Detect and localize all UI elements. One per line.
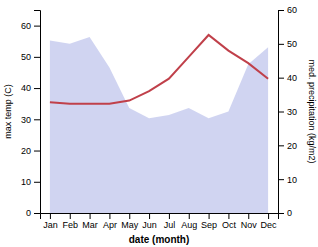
tick: 10 — [21, 177, 40, 187]
tick: 50 — [21, 52, 40, 62]
tick: Jun — [142, 213, 157, 230]
area — [50, 37, 268, 213]
tick-mark — [209, 213, 210, 219]
tick-mark — [34, 213, 40, 214]
axis-line — [34, 11, 41, 214]
tick: 0 — [278, 208, 292, 218]
y-axis-title: max temp (C) — [3, 84, 13, 139]
tick: Dec — [261, 213, 278, 230]
tick: 10 — [278, 175, 297, 185]
tick-label: Sep — [201, 220, 217, 230]
tick: 30 — [278, 107, 297, 117]
tick-mark — [34, 26, 40, 27]
tick-mark — [278, 213, 284, 214]
tick-mark — [278, 78, 284, 79]
tick-mark — [248, 213, 249, 219]
tick-mark — [189, 213, 190, 219]
tick-label: 60 — [287, 5, 297, 15]
tick-label: May — [121, 220, 139, 230]
tick-mark — [50, 213, 51, 219]
tick-mark — [129, 213, 130, 219]
chart: Jan Feb Mar Apr MayJun Jul Aug Sep Oct NovDec 0 10 2… — [0, 0, 318, 247]
tick-label: 0 — [287, 208, 292, 218]
tick-label: 10 — [21, 177, 31, 187]
tick-mark — [278, 10, 284, 11]
tick-mark — [34, 182, 40, 183]
tick-label: Apr — [103, 220, 117, 230]
tick: 20 — [278, 141, 297, 151]
axis-line — [279, 11, 285, 214]
tick: 60 — [21, 21, 40, 31]
tick: 0 — [26, 208, 40, 218]
y-axis: 0 10 20 30 40 50 60 — [21, 11, 41, 219]
tick-label: 0 — [26, 208, 31, 218]
tick-label: Jun — [142, 220, 157, 230]
tick-label: Dec — [261, 220, 278, 230]
tick-mark — [149, 213, 150, 219]
tick-mark — [34, 151, 40, 152]
tick: Sep — [201, 213, 217, 230]
tick-label: 60 — [21, 21, 31, 31]
y2-axis: 0 10 20 30 40 50 60 — [278, 5, 297, 218]
tick: 40 — [278, 73, 297, 83]
tick-mark — [90, 213, 91, 219]
tick-mark — [109, 213, 110, 219]
tick-label: 20 — [287, 141, 297, 151]
tick: Mar — [82, 213, 98, 230]
y2-axis-title: med. precipitation (kg/m2) — [307, 59, 317, 163]
axis-line — [41, 214, 279, 220]
tick-label: Feb — [62, 220, 78, 230]
tick: Feb — [62, 213, 78, 230]
tick-label: 30 — [21, 115, 31, 125]
tick-mark — [169, 213, 170, 219]
tick: Oct — [222, 213, 237, 230]
tick-label: Jan — [43, 220, 58, 230]
tick-label: 50 — [287, 39, 297, 49]
tick: 20 — [21, 146, 40, 156]
tick-mark — [70, 213, 71, 219]
plot: Jan Feb Mar Apr MayJun Jul Aug Sep Oct NovDec 0 10 2… — [3, 5, 317, 245]
tick-mark — [34, 57, 40, 58]
tick-mark — [34, 119, 40, 120]
tick-mark — [278, 44, 284, 45]
tick-label: Mar — [82, 220, 98, 230]
tick-label: 40 — [21, 83, 31, 93]
tick-label: 20 — [21, 146, 31, 156]
tick-mark — [278, 179, 284, 180]
tick-label: 50 — [21, 52, 31, 62]
tick: 30 — [21, 115, 40, 125]
tick-label: 40 — [287, 73, 297, 83]
tick-mark — [278, 145, 284, 146]
x-axis: Jan Feb Mar Apr MayJun Jul Aug Sep Oct NovDec — [41, 213, 279, 230]
tick: 60 — [278, 5, 297, 15]
tick: Nov — [241, 213, 258, 230]
tick: May — [121, 213, 139, 230]
tick: 40 — [21, 83, 40, 93]
tick: Apr — [103, 213, 117, 230]
tick: Jul — [164, 213, 176, 230]
tick-label: Aug — [181, 220, 197, 230]
tick-label: Nov — [241, 220, 258, 230]
tick: Jan — [43, 213, 58, 230]
tick-mark — [228, 213, 229, 219]
tick-mark — [268, 213, 269, 219]
tick: 50 — [278, 39, 297, 49]
marks — [50, 35, 268, 213]
tick-mark — [34, 88, 40, 89]
tick-label: Jul — [164, 220, 176, 230]
tick-mark — [278, 112, 284, 113]
line — [50, 35, 268, 104]
tick-label: Oct — [222, 220, 237, 230]
x-axis-title: date (month) — [129, 234, 190, 245]
tick-label: 30 — [287, 107, 297, 117]
tick-label: 10 — [287, 175, 297, 185]
tick: Aug — [181, 213, 197, 230]
